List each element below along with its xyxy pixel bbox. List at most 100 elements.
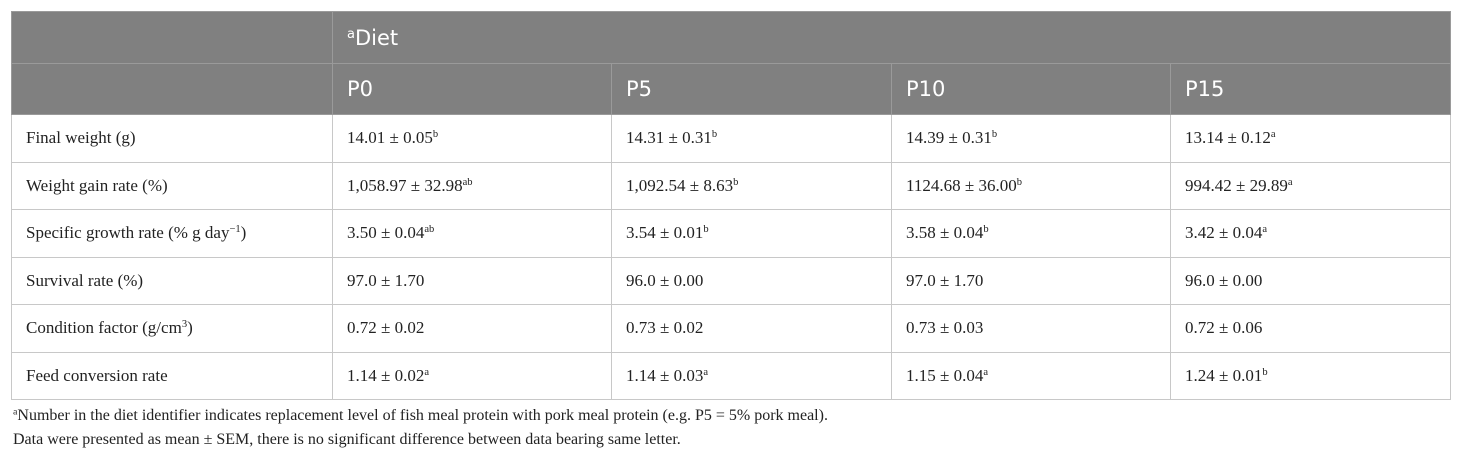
column-header: P0 [332,63,612,115]
superscript: 3 [181,319,188,331]
superscript: −1 [229,224,241,236]
footnote: aNumber in the diet identifier indicates… [13,407,828,425]
corner-cell [11,11,333,64]
cell-text: 3.42 ± 0.04 [1185,223,1263,243]
table-cell: 1124.68 ± 36.00b [891,161,1171,210]
table-cell: 13.14 ± 0.12a [1169,114,1452,163]
cell-text: 96.0 ± 0.00 [626,270,704,290]
table-cell: 1.14 ± 0.03a [611,351,892,400]
table-cell: 1,058.97 ± 32.98ab [332,161,612,210]
superscript: a [983,366,989,378]
superscript: b [733,176,739,188]
cell-text: 1124.68 ± 36.00 [906,175,1017,195]
column-header: P5 [611,63,892,115]
data-table: aDiet P0 P5 P10 P15 Final weight (g) 14.01 ±… [11,11,1452,400]
superscript: b [703,224,709,236]
table-cell: 3.42 ± 0.04a [1169,209,1452,258]
cell-text: Condition factor (g/cm [26,318,182,338]
table-cell: 14.31 ± 0.31b [611,114,892,163]
footnote-text: Data were presented as mean ± SEM, there… [13,431,681,448]
table-cell: 1.15 ± 0.04a [891,351,1171,400]
table-cell: 3.54 ± 0.01b [611,209,892,258]
superscript: a [1287,176,1293,188]
superscript: a [703,366,709,378]
table-cell: 0.72 ± 0.06 [1169,304,1452,353]
cell-text: Survival rate (%) [26,270,144,290]
table-cell: 3.58 ± 0.04b [891,209,1171,258]
table-row: Condition factor (g/cm3) 0.72 ± 0.02 0.73 … [11,304,1452,353]
cell-text: 3.58 ± 0.04 [906,223,984,243]
superscript: b [1016,176,1022,188]
row-label: Final weight (g) [11,114,333,163]
superscript: a [424,366,430,378]
superscript: a [13,406,18,418]
cell-text: 13.14 ± 0.12 [1185,128,1271,148]
cell-text: 0.72 ± 0.06 [1185,318,1263,338]
table-row: Feed conversion rate 1.14 ± 0.02a 1.14 ± 0… [11,351,1452,400]
cell-text: ) [240,223,247,243]
cell-text: 1.24 ± 0.01 [1185,365,1263,385]
row-label: Specific growth rate (% g day−1) [11,209,333,258]
table-cell: 97.0 ± 1.70 [891,256,1171,305]
table-row: Final weight (g) 14.01 ± 0.05b 14.31 ± 0.3… [11,114,1452,163]
cell-text: 0.73 ± 0.02 [626,318,704,338]
table-cell: 14.39 ± 0.31b [891,114,1171,163]
corner-cell [11,63,333,115]
table-cell: 1.14 ± 0.02a [332,351,612,400]
cell-text: 3.50 ± 0.04 [347,223,425,243]
superscript: a [1270,129,1276,141]
table-cell: 96.0 ± 0.00 [1169,256,1452,305]
superscript: b [432,129,439,141]
cell-text: 0.72 ± 0.02 [347,318,425,338]
table-cell: 14.01 ± 0.05b [332,114,612,163]
footnote: Data were presented as mean ± SEM, there… [13,431,681,449]
cell-text: 1,092.54 ± 8.63 [626,175,734,195]
cell-text: 14.39 ± 0.31 [906,128,992,148]
superscript: b [983,224,989,236]
table-cell: 0.72 ± 0.02 [332,304,612,353]
cell-text: 0.73 ± 0.03 [906,318,984,338]
cell-text: 1.14 ± 0.02 [347,365,425,385]
cell-text: 97.0 ± 1.70 [906,270,984,290]
footnote-text: Number in the diet identifier indicates … [17,407,828,424]
column-header: P15 [1169,63,1452,115]
table-cell: 1.24 ± 0.01b [1169,351,1452,400]
table-cell: 96.0 ± 0.00 [611,256,892,305]
cell-text: Weight gain rate (%) [26,175,168,195]
cell-text: 1.14 ± 0.03 [626,365,704,385]
superscript: a [1262,224,1268,236]
cell-text: ) [187,318,193,338]
table-row: Weight gain rate (%) 1,058.97 ± 32.98ab 1,… [11,161,1452,210]
superscript: b [1262,366,1268,378]
cell-text: Specific growth rate (% g day [26,223,230,243]
superscript: b [711,129,718,141]
table-cell: 994.42 ± 29.89a [1169,161,1452,210]
cell-text: 1,058.97 ± 32.98 [347,175,463,195]
table-cell: 1,092.54 ± 8.63b [611,161,892,210]
table-cell: 0.73 ± 0.02 [611,304,892,353]
superscript: a [347,26,355,42]
row-label: Condition factor (g/cm3) [11,304,333,353]
table-cell: 0.73 ± 0.03 [891,304,1171,353]
cell-text: 1.15 ± 0.04 [906,365,984,385]
row-label: Survival rate (%) [11,256,333,305]
column-header: P10 [891,63,1171,115]
superscript: ab [424,224,435,236]
table-cell: 97.0 ± 1.70 [332,256,612,305]
cell-text: 14.01 ± 0.05 [347,128,433,148]
row-label: Feed conversion rate [11,351,333,400]
table-cell: 3.50 ± 0.04ab [332,209,612,258]
cell-text: 3.54 ± 0.01 [626,223,704,243]
superscript: ab [462,176,473,188]
cell-text: 14.31 ± 0.31 [626,128,712,148]
cell-text: Final weight (g) [26,128,136,148]
cell-text: Feed conversion rate [26,365,168,385]
header-text: Diet [354,25,399,50]
superscript: b [991,129,998,141]
cell-text: 96.0 ± 0.00 [1185,270,1263,290]
cell-text: 994.42 ± 29.89 [1185,175,1288,195]
row-label: Weight gain rate (%) [11,161,333,210]
table-row: Survival rate (%) 97.0 ± 1.70 96.0 ± 0.00 9… [11,256,1452,305]
table-row: Specific growth rate (% g day−1) 3.50 ± 0… [11,209,1452,258]
